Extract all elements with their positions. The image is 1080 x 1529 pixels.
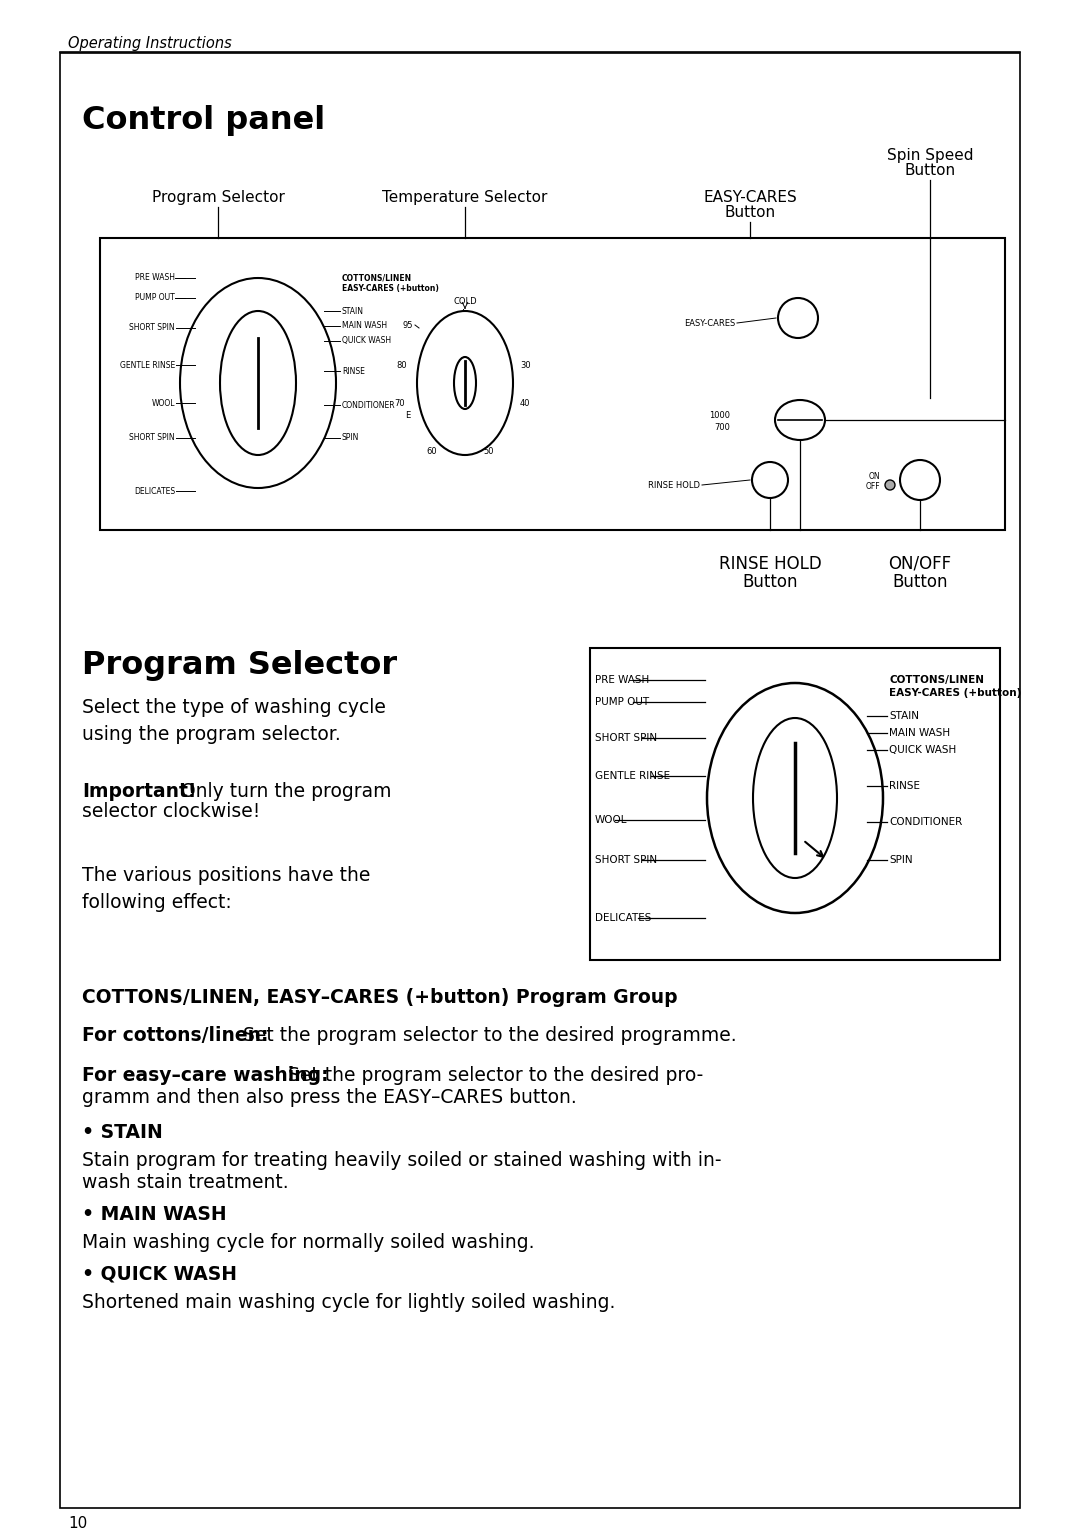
Text: Program Selector: Program Selector: [82, 650, 397, 680]
Text: COLD: COLD: [454, 297, 476, 306]
Text: 40: 40: [519, 399, 530, 408]
Text: CONDITIONER: CONDITIONER: [889, 816, 962, 827]
Text: RINSE: RINSE: [889, 781, 920, 790]
Text: Select the type of washing cycle
using the program selector.: Select the type of washing cycle using t…: [82, 699, 386, 743]
Bar: [60, 54, 1020, 1508]
Text: SHORT SPIN: SHORT SPIN: [130, 324, 175, 332]
Text: PUMP OUT: PUMP OUT: [135, 294, 175, 303]
Text: MAIN WASH: MAIN WASH: [889, 728, 950, 739]
Text: WOOL: WOOL: [595, 815, 627, 826]
Text: Main washing cycle for normally soiled washing.: Main washing cycle for normally soiled w…: [82, 1232, 535, 1252]
Text: Stain program for treating heavily soiled or stained washing with in-: Stain program for treating heavily soile…: [82, 1151, 721, 1170]
Text: RINSE HOLD: RINSE HOLD: [648, 480, 700, 489]
Text: Spin Speed: Spin Speed: [887, 148, 973, 164]
Text: For cottons/linen:: For cottons/linen:: [82, 1026, 269, 1044]
Text: Button: Button: [892, 573, 948, 592]
Bar: [100, 239, 1005, 531]
Text: COTTONS/LINEN: COTTONS/LINEN: [889, 674, 984, 685]
Circle shape: [885, 480, 895, 489]
Text: 700: 700: [714, 422, 730, 431]
Text: Only turn the program: Only turn the program: [175, 781, 391, 801]
Text: 95: 95: [403, 321, 413, 330]
Text: EASY-CARES (+button): EASY-CARES (+button): [889, 688, 1022, 699]
Text: selector clockwise!: selector clockwise!: [82, 803, 260, 821]
Text: COTTONS/LINEN, EASY–CARES (+button) Program Group: COTTONS/LINEN, EASY–CARES (+button) Prog…: [82, 988, 677, 1008]
Text: 50: 50: [483, 446, 494, 456]
Text: Set the program selector to the desired programme.: Set the program selector to the desired …: [237, 1026, 737, 1044]
Text: CONDITIONER: CONDITIONER: [342, 401, 395, 410]
Text: EASY-CARES: EASY-CARES: [703, 190, 797, 205]
Text: QUICK WASH: QUICK WASH: [889, 745, 956, 755]
Text: • QUICK WASH: • QUICK WASH: [82, 1264, 237, 1284]
Text: gramm and then also press the EASY–CARES button.: gramm and then also press the EASY–CARES…: [82, 1089, 577, 1107]
Text: RINSE: RINSE: [342, 367, 365, 376]
Text: OFF: OFF: [865, 482, 880, 491]
Text: SHORT SPIN: SHORT SPIN: [595, 855, 657, 865]
Text: ON/OFF: ON/OFF: [889, 555, 951, 573]
Text: GENTLE RINSE: GENTLE RINSE: [595, 771, 670, 781]
Text: DELICATES: DELICATES: [595, 913, 651, 924]
Text: SHORT SPIN: SHORT SPIN: [130, 434, 175, 442]
Text: PRE WASH: PRE WASH: [135, 274, 175, 283]
Text: MAIN WASH: MAIN WASH: [342, 321, 387, 330]
Text: 30: 30: [519, 361, 530, 370]
Bar: [590, 648, 1000, 960]
Text: STAIN: STAIN: [342, 306, 364, 315]
Text: QUICK WASH: QUICK WASH: [342, 336, 391, 346]
Text: Button: Button: [725, 205, 775, 220]
Text: DELICATES: DELICATES: [134, 486, 175, 495]
Text: Program Selector: Program Selector: [151, 190, 284, 205]
Text: 60: 60: [427, 446, 437, 456]
Text: SHORT SPIN: SHORT SPIN: [595, 732, 657, 743]
Text: Button: Button: [742, 573, 798, 592]
Text: PRE WASH: PRE WASH: [595, 674, 649, 685]
Text: WOOL: WOOL: [151, 399, 175, 408]
Text: ON: ON: [868, 472, 880, 482]
Text: Set the program selector to the desired pro-: Set the program selector to the desired …: [282, 1066, 703, 1086]
Text: SPIN: SPIN: [889, 855, 913, 865]
Text: RINSE HOLD: RINSE HOLD: [718, 555, 822, 573]
Text: wash stain treatment.: wash stain treatment.: [82, 1173, 288, 1193]
Text: PUMP OUT: PUMP OUT: [595, 697, 649, 706]
Text: Temperature Selector: Temperature Selector: [382, 190, 548, 205]
Text: E: E: [405, 410, 410, 419]
Text: 80: 80: [396, 361, 407, 370]
Text: COTTONS/LINEN: COTTONS/LINEN: [342, 274, 413, 283]
Text: STAIN: STAIN: [889, 711, 919, 722]
Text: GENTLE RINSE: GENTLE RINSE: [120, 361, 175, 370]
Text: Important!: Important!: [82, 781, 197, 801]
Text: • STAIN: • STAIN: [82, 1122, 163, 1142]
Text: 1000: 1000: [708, 410, 730, 419]
Text: For easy–care washing:: For easy–care washing:: [82, 1066, 328, 1086]
Text: EASY-CARES (+button): EASY-CARES (+button): [342, 284, 438, 294]
Text: Operating Instructions: Operating Instructions: [68, 37, 232, 50]
Text: 10: 10: [68, 1515, 87, 1529]
Text: 70: 70: [394, 399, 405, 408]
Text: Button: Button: [904, 164, 956, 177]
Text: The various positions have the
following effect:: The various positions have the following…: [82, 865, 370, 911]
Text: Shortened main washing cycle for lightly soiled washing.: Shortened main washing cycle for lightly…: [82, 1294, 616, 1312]
Text: Control panel: Control panel: [82, 106, 325, 136]
Text: SPIN: SPIN: [342, 434, 360, 442]
Text: • MAIN WASH: • MAIN WASH: [82, 1205, 227, 1225]
Text: EASY-CARES: EASY-CARES: [684, 318, 735, 327]
